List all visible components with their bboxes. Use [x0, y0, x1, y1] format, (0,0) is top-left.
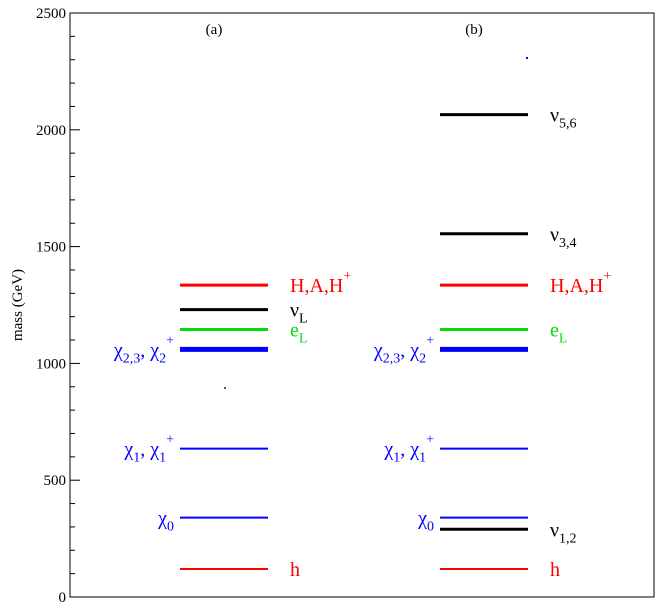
energy-levels: hχ0​χ1​, χ1​+​χ2,3​, χ2​+​eL​νL​H,A,H+​h… [113, 105, 612, 581]
level-label: νL​ [290, 300, 308, 327]
y-tick-label: 500 [44, 473, 67, 489]
y-tick-label: 1500 [36, 240, 66, 256]
level-label: χ1​, χ1​+​ [383, 433, 434, 466]
level-label: eL​ [290, 320, 307, 347]
level-label: ν3,4​ [550, 224, 577, 251]
level-label: χ0​ [157, 508, 174, 535]
level-label: ν5,6​ [550, 105, 577, 132]
level-label: χ2,3​, χ2​+​ [373, 333, 434, 366]
stray-mark-b [526, 57, 528, 59]
plot-frame [69, 12, 655, 598]
y-tick-label: 0 [59, 590, 67, 602]
y-axis-ticks: 0 500 1000 1500 2000 2500 [36, 6, 80, 602]
level-label: H,A,H+​ [550, 269, 611, 297]
level-label: ν1,2​ [550, 519, 577, 546]
y-tick-label: 2000 [36, 123, 66, 139]
y-tick-label: 1000 [36, 356, 66, 372]
level-label: eL​ [550, 320, 567, 347]
level-label: h [290, 559, 300, 581]
level-label: χ0​ [417, 508, 434, 535]
y-axis-title: mass (GeV) [10, 269, 26, 341]
level-label: χ2,3​, χ2​+​ [113, 333, 174, 366]
panel-b-label: (b) [465, 22, 483, 38]
panel-a-label: (a) [206, 22, 223, 38]
stray-mark-a [224, 387, 226, 389]
level-label: H,A,H+​ [290, 269, 351, 297]
level-label: h [550, 559, 560, 581]
level-label: χ1​, χ1​+​ [123, 433, 174, 466]
y-tick-label: 2500 [36, 6, 66, 22]
